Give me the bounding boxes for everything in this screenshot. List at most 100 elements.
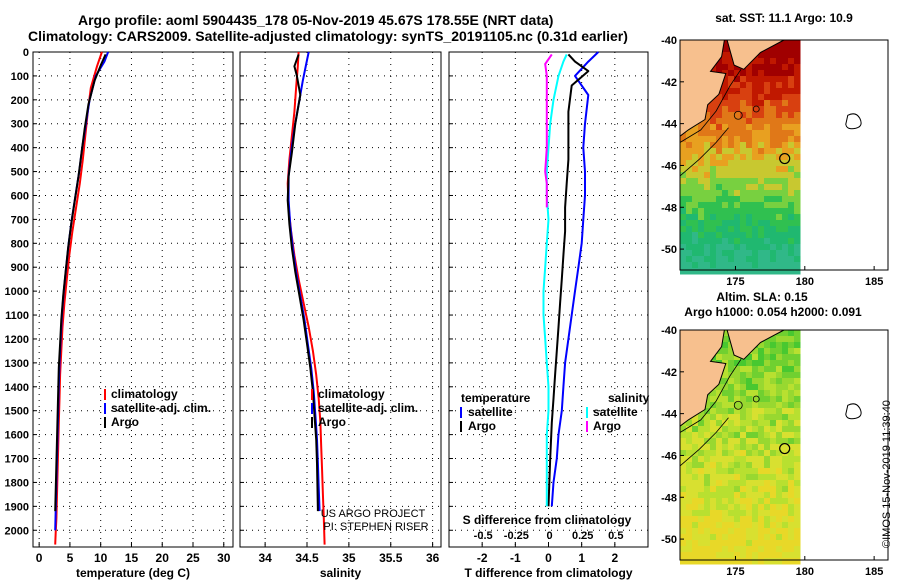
diff-legend-label-salinity: Argo — [593, 419, 621, 433]
diff-legend-label-salinity: satellite — [593, 405, 638, 419]
sla-map-raster-cell — [728, 480, 735, 487]
sla-map-raster-cell — [794, 438, 801, 445]
sst-map-raster-cell — [770, 100, 777, 107]
sst-map-raster-cell — [770, 172, 777, 179]
sla-map-raster-cell — [782, 468, 789, 475]
sst-map-raster-cell — [704, 136, 711, 143]
sla-map-raster-cell — [788, 504, 795, 511]
sla-map-raster-cell — [686, 438, 693, 445]
sla-map-raster-cell — [734, 390, 741, 397]
sla-map-raster-cell — [704, 510, 711, 517]
sst-map-raster-cell — [734, 154, 741, 161]
sla-map-raster-cell — [692, 558, 699, 565]
sla-map-raster-cell — [794, 558, 801, 565]
sla-map-raster-cell — [764, 468, 771, 475]
sla-map-raster-cell — [752, 372, 759, 379]
sst-map-raster-cell — [794, 70, 801, 77]
sst-map-raster-cell — [758, 118, 765, 125]
sst-map-raster-cell — [698, 160, 705, 167]
sst-map-raster-cell — [746, 190, 753, 197]
sla-map-raster-cell — [728, 504, 735, 511]
sst-map-raster-cell — [722, 148, 729, 155]
sst-map-raster-cell — [776, 238, 783, 245]
sst-map-raster-cell — [746, 178, 753, 185]
sst-map-raster-cell — [716, 220, 723, 227]
sst-map-raster-cell — [728, 154, 735, 161]
sla-map-raster-cell — [758, 438, 765, 445]
sst-map-raster-cell — [752, 94, 759, 101]
sla-map-raster-cell — [686, 420, 693, 427]
sst-map-raster-cell — [746, 268, 753, 275]
temperature-legend-label: satellite-adj. clim. — [111, 401, 211, 415]
sst-map-raster-cell — [710, 262, 717, 269]
sla-map-raster-cell — [734, 414, 741, 421]
sst-map-raster-cell — [728, 166, 735, 173]
sst-map-raster-cell — [770, 70, 777, 77]
sla-map-raster-cell — [788, 372, 795, 379]
sla-map-raster-cell — [692, 444, 699, 451]
sst-map-raster-cell — [734, 256, 741, 263]
sla-map-raster-cell — [722, 372, 729, 379]
sst-map-raster-cell — [788, 208, 795, 215]
sst-map-raster-cell — [770, 118, 777, 125]
sst-map-raster-cell — [782, 40, 789, 47]
sst-map-raster-cell — [728, 208, 735, 215]
sla-map-raster-cell — [722, 558, 729, 565]
sst-map-raster-cell — [788, 184, 795, 191]
sla-map-raster-cell — [704, 444, 711, 451]
sla-map-raster-cell — [776, 354, 783, 361]
sst-map-raster-cell — [764, 52, 771, 59]
sst-map-raster-cell — [770, 46, 777, 53]
sst-map-raster-cell — [716, 94, 723, 101]
sla-map-raster-cell — [740, 402, 747, 409]
sst-map-raster-cell — [752, 268, 759, 275]
credit-pi: PI: STEPHEN RISER — [323, 521, 428, 533]
sst-map-raster-cell — [716, 124, 723, 131]
sla-map-raster-cell — [734, 534, 741, 541]
sst-map-raster-cell — [716, 154, 723, 161]
sla-map-raster-cell — [794, 390, 801, 397]
sla-map-raster-cell — [740, 432, 747, 439]
sst-map-raster-cell — [692, 202, 699, 209]
sst-map-raster-cell — [782, 88, 789, 95]
sla-map-raster-cell — [704, 540, 711, 547]
sla-map-contour — [679, 417, 729, 467]
sst-map-raster-cell — [746, 202, 753, 209]
sla-map-raster-cell — [692, 516, 699, 523]
sla-map-raster-cell — [692, 426, 699, 433]
sla-map-raster-cell — [692, 522, 699, 529]
sst-map-raster-cell — [758, 244, 765, 251]
sst-map-bathy-feature — [733, 110, 743, 120]
sla-map-raster-cell — [764, 450, 771, 457]
sla-map-raster-cell — [752, 480, 759, 487]
sla-map-tick-label-y: -42 — [661, 367, 677, 379]
sla-map-raster-cell — [722, 342, 729, 349]
sla-map-raster-cell — [758, 552, 765, 559]
sst-map-raster-cell — [758, 250, 765, 257]
sla-map-raster-cell — [722, 426, 729, 433]
sst-map-raster-cell — [734, 76, 741, 83]
sla-map-raster-cell — [752, 420, 759, 427]
sst-map-raster-cell — [794, 214, 801, 221]
sla-map-raster-cell — [716, 420, 723, 427]
sst-map-raster-cell — [686, 262, 693, 269]
sst-map-raster-cell — [794, 82, 801, 89]
sst-map-raster-cell — [782, 112, 789, 119]
sla-map-raster-cell — [746, 468, 753, 475]
sst-map-raster-cell — [728, 64, 735, 71]
sst-map-raster-cell — [698, 124, 705, 131]
sla-map-raster-cell — [716, 534, 723, 541]
sla-map-raster-cell — [710, 396, 717, 403]
salinity-series-argo — [286, 54, 319, 512]
sst-map-raster-cell — [782, 58, 789, 65]
sst-map-raster-cell — [704, 142, 711, 149]
sla-map-raster-cell — [686, 480, 693, 487]
sla-map-raster-cell — [740, 486, 747, 493]
sst-map-raster-cell — [794, 226, 801, 233]
sst-map-raster-cell — [764, 148, 771, 155]
sst-map-raster-cell — [770, 232, 777, 239]
sla-map-raster-cell — [698, 462, 705, 469]
sst-map-raster-cell — [680, 250, 687, 257]
sla-map-raster-cell — [776, 456, 783, 463]
sst-map-raster-cell — [728, 82, 735, 89]
